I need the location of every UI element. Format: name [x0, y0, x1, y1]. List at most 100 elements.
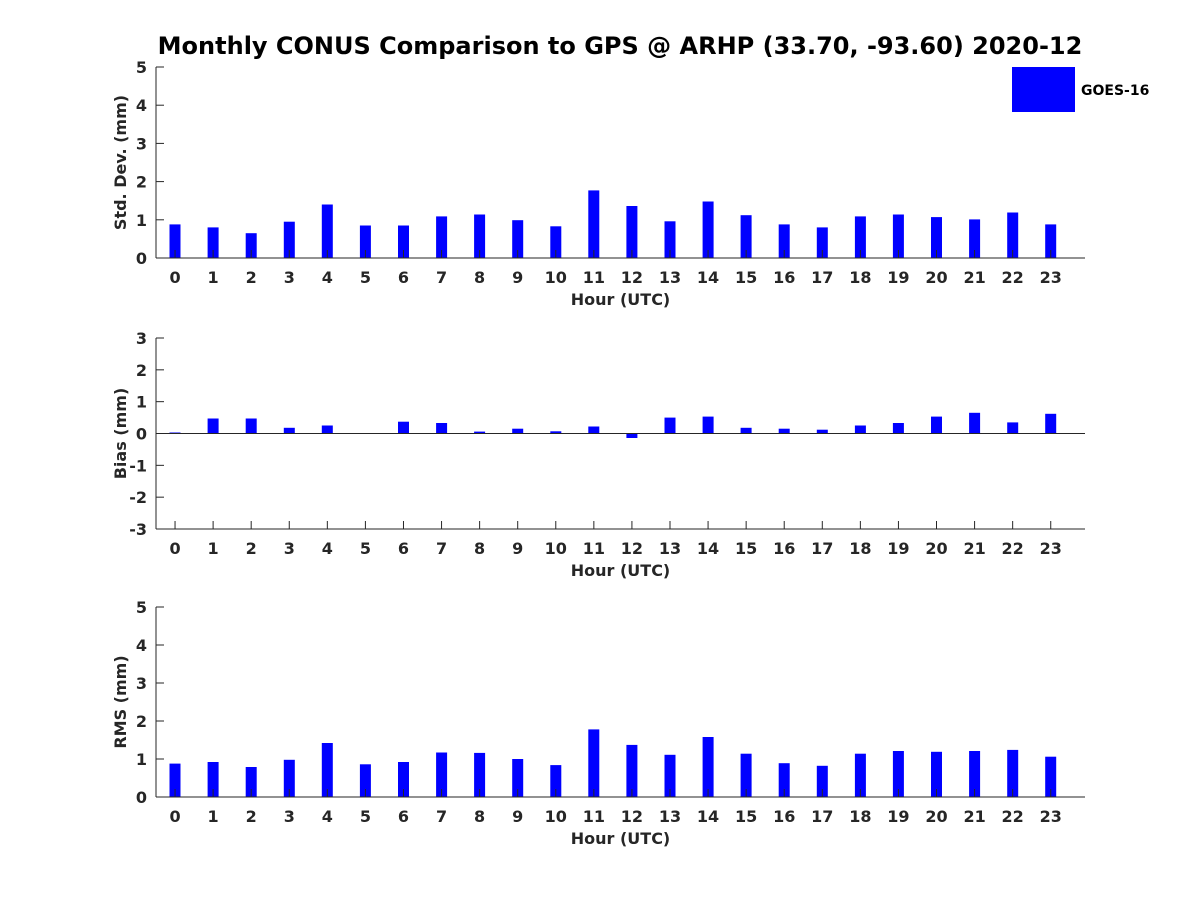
y-tick-label-0-0: 0	[136, 249, 147, 268]
bar-2-hour-19	[892, 751, 904, 797]
x-tick-label-1-20: 20	[925, 539, 947, 558]
bar-0-hour-15	[740, 215, 752, 258]
y-tick-label-1-5: 2	[136, 361, 147, 380]
bar-2-hour-4	[321, 743, 333, 797]
bar-1-hour-3	[283, 427, 295, 434]
x-tick-label-0-19: 19	[887, 268, 909, 287]
x-tick-label-0-6: 6	[398, 268, 409, 287]
bar-1-hour-12	[626, 433, 638, 438]
x-tick-label-0-0: 0	[169, 268, 180, 287]
x-tick-label-1-22: 22	[1002, 539, 1024, 558]
x-tick-label-1-18: 18	[849, 539, 871, 558]
bar-0-hour-0	[169, 224, 181, 258]
bar-0-hour-23	[1045, 224, 1057, 258]
bar-1-hour-6	[398, 421, 409, 434]
x-tick-label-0-14: 14	[697, 268, 719, 287]
x-tick-label-2-23: 23	[1040, 807, 1062, 826]
bar-2-hour-15	[740, 753, 752, 797]
x-tick-label-2-14: 14	[697, 807, 719, 826]
bar-1-hour-13	[664, 417, 676, 434]
y-tick-label-2-2: 2	[136, 712, 147, 731]
bar-0-hour-13	[664, 221, 676, 258]
legend-swatch-goes-16	[1012, 67, 1075, 112]
x-tick-label-0-21: 21	[963, 268, 985, 287]
x-tick-label-0-15: 15	[735, 268, 757, 287]
bar-0-hour-18	[854, 216, 866, 258]
x-tick-label-1-6: 6	[398, 539, 409, 558]
x-tick-label-2-17: 17	[811, 807, 833, 826]
y-tick-label-0-1: 1	[136, 211, 147, 230]
x-tick-label-2-11: 11	[583, 807, 605, 826]
bar-2-hour-12	[626, 744, 638, 797]
x-tick-label-1-15: 15	[735, 539, 757, 558]
x-tick-label-2-18: 18	[849, 807, 871, 826]
bar-0-hour-19	[892, 214, 904, 258]
bar-2-hour-18	[854, 753, 866, 797]
x-tick-label-0-12: 12	[621, 268, 643, 287]
x-tick-label-2-21: 21	[963, 807, 985, 826]
bar-1-hour-2	[245, 418, 257, 434]
bar-0-hour-1	[207, 227, 219, 258]
y-tick-label-2-3: 3	[136, 674, 147, 693]
y-tick-label-2-0: 0	[136, 788, 147, 807]
x-tick-label-0-1: 1	[208, 268, 219, 287]
bar-0-hour-17	[816, 227, 828, 258]
x-tick-label-2-1: 1	[208, 807, 219, 826]
y-tick-label-0-3: 3	[136, 134, 147, 153]
x-tick-label-0-2: 2	[246, 268, 257, 287]
bar-1-hour-16	[778, 428, 790, 434]
x-tick-label-2-5: 5	[360, 807, 371, 826]
x-tick-label-2-10: 10	[545, 807, 567, 826]
chart-title: Monthly CONUS Comparison to GPS @ ARHP (…	[158, 32, 1083, 60]
y-tick-label-0-4: 4	[136, 96, 147, 115]
x-tick-label-1-0: 0	[169, 539, 180, 558]
bar-0-hour-8	[474, 214, 486, 258]
bar-1-hour-4	[321, 425, 333, 434]
bar-1-hour-23	[1045, 413, 1057, 434]
x-tick-label-1-11: 11	[583, 539, 605, 558]
bar-1-hour-15	[740, 427, 752, 434]
x-tick-label-0-10: 10	[545, 268, 567, 287]
bar-2-hour-10	[550, 765, 562, 797]
x-axis-label-2: Hour (UTC)	[571, 829, 671, 848]
bar-0-hour-16	[778, 224, 790, 258]
x-tick-label-2-6: 6	[398, 807, 409, 826]
y-tick-label-2-1: 1	[136, 750, 147, 769]
bar-1-hour-19	[892, 423, 904, 434]
bar-0-hour-3	[283, 221, 295, 258]
bar-2-hour-7	[436, 752, 448, 797]
x-tick-label-2-0: 0	[169, 807, 180, 826]
x-tick-label-1-1: 1	[208, 539, 219, 558]
x-tick-label-0-18: 18	[849, 268, 871, 287]
bar-2-hour-1	[207, 762, 219, 797]
x-tick-label-1-4: 4	[322, 539, 333, 558]
bar-2-hour-0	[169, 763, 181, 797]
x-tick-label-2-8: 8	[474, 807, 485, 826]
bar-0-hour-9	[512, 220, 524, 258]
bar-1-hour-9	[512, 428, 524, 434]
x-tick-label-0-16: 16	[773, 268, 795, 287]
legend-label-goes-16: GOES-16	[1081, 83, 1149, 99]
bar-2-hour-14	[702, 737, 714, 797]
bar-0-hour-22	[1007, 212, 1019, 258]
bar-2-hour-23	[1045, 756, 1057, 797]
x-tick-label-2-12: 12	[621, 807, 643, 826]
bar-1-hour-17	[816, 429, 828, 434]
x-tick-label-1-19: 19	[887, 539, 909, 558]
x-tick-label-2-4: 4	[322, 807, 333, 826]
y-tick-label-2-4: 4	[136, 636, 147, 655]
x-tick-label-1-3: 3	[284, 539, 295, 558]
bar-0-hour-5	[359, 225, 371, 258]
x-axis-label-0: Hour (UTC)	[571, 290, 671, 309]
bar-1-hour-21	[969, 412, 981, 434]
x-tick-label-0-4: 4	[322, 268, 333, 287]
bar-2-hour-17	[816, 765, 828, 797]
x-tick-label-0-22: 22	[1002, 268, 1024, 287]
x-tick-label-1-13: 13	[659, 539, 681, 558]
bar-1-hour-20	[931, 416, 942, 434]
x-tick-label-0-13: 13	[659, 268, 681, 287]
x-tick-label-0-23: 23	[1040, 268, 1062, 287]
x-tick-label-1-10: 10	[545, 539, 567, 558]
bar-2-hour-13	[664, 754, 676, 797]
